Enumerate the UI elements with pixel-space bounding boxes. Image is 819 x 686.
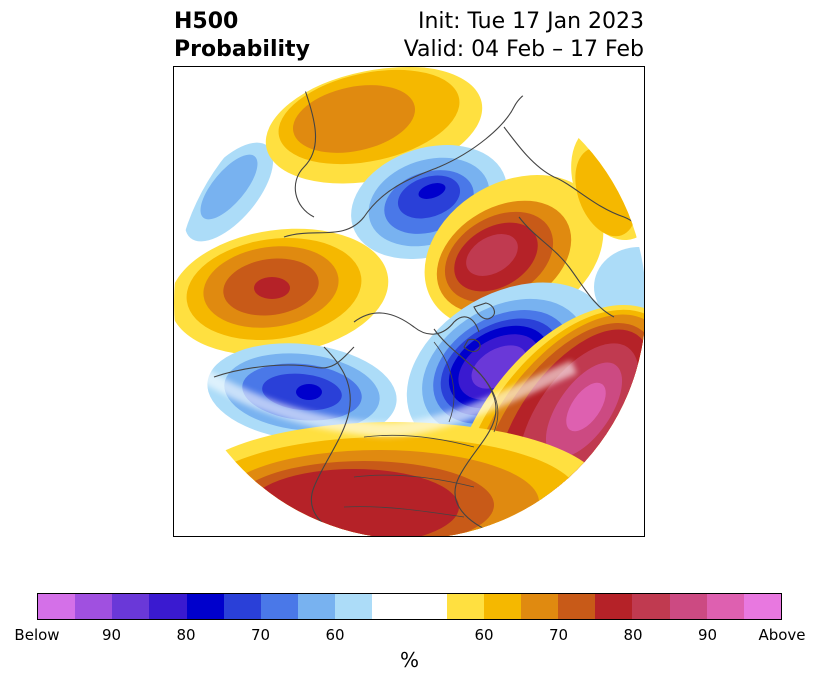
colorbar-segment: [335, 594, 373, 619]
below-anomaly-nw-pacific: [184, 142, 274, 242]
coastline-islands: [463, 302, 495, 353]
map-panel: [173, 66, 645, 537]
title-product: Probability: [174, 37, 310, 62]
colorbar-tick-label: 70: [250, 626, 271, 644]
probability-fields: [174, 67, 644, 536]
colorbar-tick-label: 90: [697, 626, 718, 644]
coastline-canada-east: [433, 328, 505, 536]
colorbar-segment: [483, 594, 522, 619]
colorbar-segment: [595, 594, 633, 619]
colorbar-segment: [298, 594, 336, 619]
coastline-scandinavia: [503, 126, 644, 278]
colorbar-tick-labels: Below 90 80 70 60 60 70 80 90 Above: [0, 626, 819, 646]
coastline-europe: [518, 216, 615, 318]
coastline-north-america-west: [310, 346, 351, 536]
borders-provinces: [433, 341, 499, 433]
colorbar-segment: [112, 594, 150, 619]
colorbar-segment: [75, 594, 113, 619]
colorbar-segment: [446, 594, 484, 619]
colorbar-segment: [521, 594, 559, 619]
colorbar-tick-label: 80: [623, 626, 643, 644]
colorbar-tick-label: Below: [14, 626, 60, 644]
title-right: Init: Tue 17 Jan 2023 Valid: 04 Feb – 17…: [404, 8, 644, 64]
colorbar-segment: [223, 594, 261, 619]
colorbar-tick-label: 60: [474, 626, 494, 644]
colorbar-tick-label: 70: [548, 626, 569, 644]
coastline-alaska: [213, 346, 355, 378]
above-anomaly-north-pacific: [174, 228, 389, 356]
colorbar: [37, 593, 782, 620]
colorbar-segment: [632, 594, 670, 619]
coastline-arctic-islands: [353, 312, 480, 335]
colorbar-segment: [38, 594, 76, 619]
title-variable: H500: [174, 9, 239, 34]
title-left: H500 Probability: [174, 8, 310, 64]
title-init-date: Init: Tue 17 Jan 2023: [417, 9, 644, 34]
colorbar-unit-label: %: [399, 648, 419, 672]
borders-states: [343, 434, 475, 518]
colorbar-tick-label: Above: [758, 626, 806, 644]
colorbar-segment: [706, 594, 744, 619]
colorbar-segment: [260, 594, 299, 619]
coastlines: [213, 80, 644, 536]
colorbar-segment: [743, 594, 782, 619]
colorbar-segment: [186, 594, 224, 619]
colorbar-segment: [558, 594, 596, 619]
colorbar-tick-label: 60: [325, 626, 345, 644]
coastline-kamchatka: [294, 86, 317, 218]
probability-map: [174, 67, 644, 536]
colorbar-segment: [149, 594, 187, 619]
colorbar-tick-label: 90: [101, 626, 122, 644]
colorbar-segment: [669, 594, 707, 619]
colorbar-segment: [372, 594, 447, 619]
title-valid-range: Valid: 04 Feb – 17 Feb: [403, 37, 644, 62]
colorbar-tick-label: 80: [176, 626, 196, 644]
